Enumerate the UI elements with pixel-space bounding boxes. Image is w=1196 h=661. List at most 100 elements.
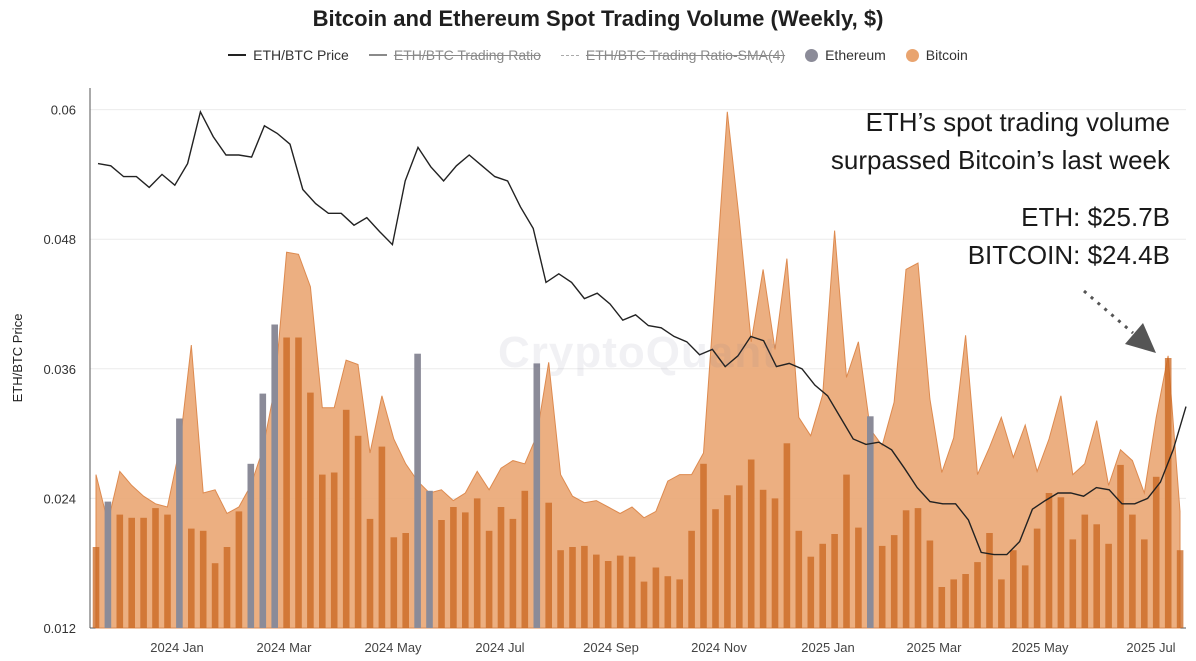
- ethereum-bar: [1057, 497, 1065, 628]
- ethereum-bar: [366, 518, 374, 628]
- legend-line-icon: [228, 54, 247, 56]
- ethereum-bar: [688, 530, 695, 628]
- ethereum-bar: [998, 579, 1005, 628]
- ethereum-bar: [259, 393, 267, 628]
- ethereum-bar: [473, 498, 481, 628]
- ethereum-bar: [1176, 550, 1184, 628]
- ethereum-bar: [462, 512, 469, 628]
- ethereum-bar: [938, 587, 946, 628]
- legend-item-trading-ratio[interactable]: ETH/BTC Trading Ratio: [368, 47, 541, 63]
- ethereum-bar: [354, 435, 362, 628]
- ethereum-bar: [569, 547, 576, 628]
- ethereum-bar: [271, 324, 278, 628]
- ethereum-bar: [104, 501, 112, 628]
- legend-item-eth-btc-price[interactable]: ETH/BTC Price: [228, 47, 349, 63]
- ethereum-bar: [1045, 493, 1053, 628]
- ethereum-bar: [390, 537, 398, 628]
- legend-label: Ethereum: [825, 47, 886, 63]
- ethereum-bar: [712, 509, 719, 628]
- ethereum-bar: [628, 556, 636, 628]
- legend-label: Bitcoin: [925, 47, 968, 63]
- ethereum-bar: [807, 556, 815, 628]
- ethereum-bar: [1033, 528, 1041, 628]
- ethereum-bar: [926, 540, 934, 628]
- annotation-line: ETH’s spot trading volume: [865, 107, 1170, 137]
- ethereum-bar: [950, 579, 957, 628]
- ethereum-bar: [533, 363, 541, 628]
- ethereum-bar: [700, 463, 707, 628]
- ethereum-bar: [736, 485, 743, 628]
- ethereum-bar: [914, 508, 922, 628]
- ethereum-bar: [164, 514, 171, 628]
- ethereum-bar: [593, 554, 600, 628]
- ethereum-bar: [509, 518, 517, 628]
- ethereum-bar: [759, 489, 767, 628]
- ethereum-bar: [878, 545, 886, 628]
- ethereum-bar: [831, 534, 838, 628]
- ethereum-bar: [1105, 543, 1112, 628]
- ethereum-bar: [962, 574, 969, 628]
- x-tick-label: 2025 Mar: [907, 640, 963, 655]
- ethereum-bar: [176, 418, 183, 628]
- ethereum-bar: [783, 443, 791, 628]
- ethereum-bar: [771, 498, 779, 628]
- ethereum-bar: [867, 416, 874, 628]
- ethereum-bar: [1093, 524, 1100, 628]
- legend-item-bitcoin[interactable]: Bitcoin: [905, 47, 968, 63]
- ethereum-bar: [283, 337, 290, 628]
- ethereum-bar: [1141, 539, 1148, 628]
- y-axis-title: ETH/BTC Price: [10, 314, 25, 403]
- ethereum-bar: [1152, 476, 1160, 628]
- ethereum-bar: [1010, 550, 1017, 628]
- x-tick-label: 2025 Jul: [1126, 640, 1175, 655]
- ethereum-bar: [581, 545, 588, 628]
- legend-dashed-line-icon: [560, 54, 579, 56]
- ethereum-bar: [247, 463, 255, 628]
- ethereum-bar: [1117, 464, 1124, 628]
- ethereum-bar: [521, 490, 529, 628]
- ethereum-bar: [450, 507, 457, 628]
- ethereum-bar: [342, 409, 350, 628]
- legend-label: ETH/BTC Trading Ratio-SMA(4): [585, 47, 786, 63]
- ethereum-bar: [497, 507, 505, 628]
- ethereum-bar: [188, 528, 195, 628]
- ethereum-bar: [319, 474, 326, 628]
- chart-title: Bitcoin and Ethereum Spot Trading Volume…: [312, 6, 884, 31]
- ethereum-bar: [1081, 514, 1089, 628]
- ethereum-bar: [890, 535, 898, 628]
- ethereum-bar: [652, 567, 660, 628]
- ethereum-bar: [1129, 514, 1136, 628]
- ethereum-bar: [307, 392, 314, 628]
- legend-label: ETH/BTC Trading Ratio: [393, 47, 541, 63]
- ethereum-bar: [1164, 358, 1172, 628]
- annotation-volumes: ETH: $25.7B BITCOIN: $24.4B: [968, 199, 1170, 274]
- ethereum-bar: [211, 563, 219, 628]
- ethereum-bar: [1069, 539, 1077, 628]
- ethereum-bar: [116, 514, 124, 628]
- legend-item-ethereum[interactable]: Ethereum: [805, 47, 886, 63]
- annotation-headline: ETH’s spot trading volume surpassed Bitc…: [831, 104, 1170, 179]
- ethereum-bar: [545, 502, 552, 628]
- ethereum-bar: [199, 530, 207, 628]
- ethereum-bar: [330, 472, 338, 628]
- x-tick-label: 2024 Jul: [475, 640, 524, 655]
- bitcoin-area: [95, 111, 1181, 629]
- ethereum-bar: [747, 459, 755, 628]
- ethereum-bar: [604, 561, 612, 628]
- eth-btc-price-line: [97, 109, 1187, 556]
- legend-label: ETH/BTC Price: [253, 47, 349, 63]
- ethereum-bar: [664, 576, 672, 628]
- ethereum-bar: [128, 517, 135, 628]
- ethereum-bar: [152, 508, 159, 628]
- annotation-arrowhead-icon: [1125, 323, 1156, 353]
- ethereum-bar: [438, 520, 445, 628]
- ethereum-bar: [485, 530, 493, 628]
- ethereum-bar: [986, 533, 993, 628]
- ethereum-bar: [974, 562, 981, 628]
- ethereum-bar: [795, 530, 803, 628]
- ethereum-bar: [843, 474, 850, 628]
- legend-item-trading-ratio-sma[interactable]: ETH/BTC Trading Ratio-SMA(4): [560, 47, 786, 63]
- ethereum-bar: [140, 517, 147, 628]
- ethereum-bar: [295, 337, 302, 628]
